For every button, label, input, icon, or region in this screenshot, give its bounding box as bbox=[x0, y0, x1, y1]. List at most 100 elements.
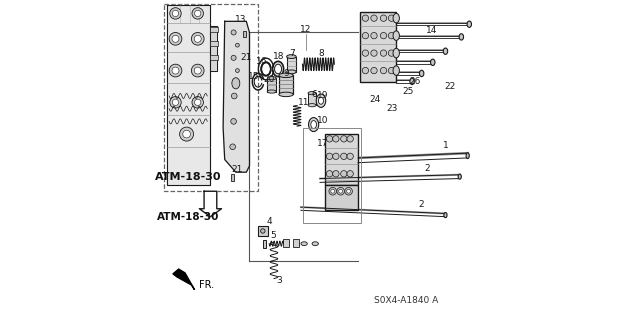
Ellipse shape bbox=[393, 66, 399, 75]
Circle shape bbox=[260, 229, 265, 233]
Polygon shape bbox=[211, 26, 217, 70]
Circle shape bbox=[169, 64, 182, 77]
Text: 26: 26 bbox=[410, 77, 421, 86]
Bar bbox=[231, 174, 234, 181]
Polygon shape bbox=[199, 191, 221, 217]
Bar bbox=[258, 226, 268, 236]
Circle shape bbox=[192, 97, 204, 108]
Ellipse shape bbox=[466, 153, 469, 159]
Circle shape bbox=[345, 188, 353, 195]
Circle shape bbox=[347, 189, 351, 193]
Circle shape bbox=[172, 10, 179, 17]
Circle shape bbox=[195, 10, 201, 17]
Text: 8: 8 bbox=[319, 48, 324, 58]
Text: 3: 3 bbox=[276, 276, 282, 285]
Ellipse shape bbox=[444, 212, 447, 218]
Circle shape bbox=[371, 33, 377, 39]
Polygon shape bbox=[173, 269, 195, 290]
Text: 20: 20 bbox=[263, 75, 274, 84]
Bar bbox=[211, 55, 218, 60]
Ellipse shape bbox=[275, 64, 282, 74]
Circle shape bbox=[388, 33, 395, 39]
Text: 12: 12 bbox=[300, 26, 312, 34]
Circle shape bbox=[230, 144, 236, 150]
Text: 4: 4 bbox=[267, 217, 273, 226]
Circle shape bbox=[347, 153, 353, 160]
Text: 5: 5 bbox=[270, 231, 276, 240]
Circle shape bbox=[191, 64, 204, 77]
Circle shape bbox=[326, 153, 333, 160]
Circle shape bbox=[380, 33, 387, 39]
Text: 17: 17 bbox=[317, 139, 328, 148]
Ellipse shape bbox=[444, 48, 447, 54]
Circle shape bbox=[371, 50, 377, 56]
Circle shape bbox=[191, 33, 204, 45]
Ellipse shape bbox=[393, 13, 399, 23]
Bar bbox=[279, 75, 293, 94]
Ellipse shape bbox=[458, 174, 461, 179]
Text: 18: 18 bbox=[273, 52, 284, 61]
Ellipse shape bbox=[467, 21, 472, 27]
Ellipse shape bbox=[431, 59, 435, 65]
Ellipse shape bbox=[459, 34, 463, 40]
Text: 9: 9 bbox=[283, 69, 289, 78]
Circle shape bbox=[340, 136, 347, 142]
Circle shape bbox=[333, 136, 339, 142]
Circle shape bbox=[347, 136, 353, 142]
Text: 6: 6 bbox=[312, 90, 317, 99]
Circle shape bbox=[172, 67, 179, 74]
Ellipse shape bbox=[279, 73, 293, 78]
Circle shape bbox=[371, 67, 377, 74]
Circle shape bbox=[362, 67, 369, 74]
Ellipse shape bbox=[308, 118, 319, 131]
Circle shape bbox=[388, 50, 395, 56]
Text: 11: 11 bbox=[298, 98, 309, 107]
Text: 14: 14 bbox=[426, 26, 437, 35]
Circle shape bbox=[333, 171, 339, 177]
Bar bbox=[164, 4, 258, 191]
Bar bbox=[324, 185, 358, 210]
Circle shape bbox=[180, 127, 193, 141]
Circle shape bbox=[347, 171, 353, 177]
Text: 2: 2 bbox=[418, 200, 424, 209]
Bar bbox=[287, 56, 296, 72]
Text: 7: 7 bbox=[289, 48, 295, 58]
Circle shape bbox=[172, 35, 179, 42]
Circle shape bbox=[236, 69, 239, 72]
Circle shape bbox=[231, 119, 236, 124]
Text: 22: 22 bbox=[444, 82, 455, 91]
Circle shape bbox=[326, 136, 333, 142]
Circle shape bbox=[340, 171, 347, 177]
Circle shape bbox=[231, 30, 236, 35]
Circle shape bbox=[170, 97, 181, 108]
Text: FR.: FR. bbox=[199, 280, 214, 290]
Ellipse shape bbox=[268, 77, 276, 80]
Circle shape bbox=[194, 67, 201, 74]
Bar bbox=[308, 93, 316, 105]
Text: ATM-18-30: ATM-18-30 bbox=[157, 212, 220, 222]
Circle shape bbox=[380, 50, 387, 56]
Ellipse shape bbox=[232, 78, 240, 89]
Ellipse shape bbox=[319, 97, 323, 104]
Ellipse shape bbox=[410, 78, 414, 85]
Circle shape bbox=[236, 43, 239, 47]
Bar bbox=[243, 31, 246, 37]
Circle shape bbox=[362, 50, 369, 56]
Circle shape bbox=[194, 35, 201, 42]
Circle shape bbox=[337, 188, 344, 195]
Text: 23: 23 bbox=[387, 104, 398, 113]
Circle shape bbox=[380, 67, 387, 74]
Circle shape bbox=[362, 15, 369, 21]
Circle shape bbox=[192, 8, 204, 19]
Circle shape bbox=[183, 130, 191, 138]
Bar bbox=[211, 41, 218, 46]
Circle shape bbox=[333, 153, 339, 160]
Circle shape bbox=[380, 15, 387, 21]
Text: 13: 13 bbox=[235, 15, 246, 24]
Circle shape bbox=[339, 189, 342, 193]
Text: 1: 1 bbox=[443, 141, 449, 150]
Ellipse shape bbox=[308, 104, 316, 107]
Ellipse shape bbox=[316, 94, 326, 108]
Circle shape bbox=[232, 93, 237, 99]
Text: 25: 25 bbox=[403, 87, 414, 96]
